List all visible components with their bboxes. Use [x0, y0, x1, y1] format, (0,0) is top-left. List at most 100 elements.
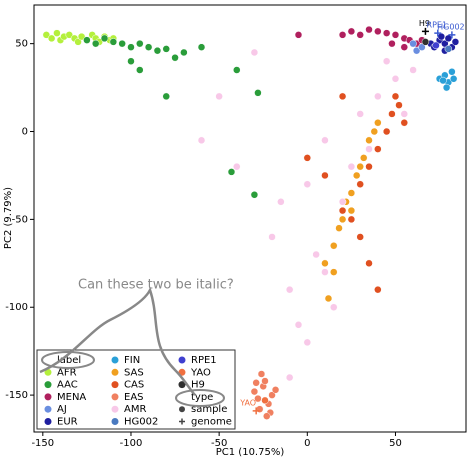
legend-label: H9: [191, 380, 205, 391]
point: [395, 101, 403, 109]
legend-swatch: [111, 418, 119, 425]
genome-label: HG002: [437, 22, 464, 31]
point: [347, 27, 356, 36]
point: [391, 75, 400, 83]
point: [388, 39, 396, 48]
point: [153, 46, 162, 55]
point: [382, 127, 391, 136]
point: [338, 92, 347, 101]
point: [321, 259, 329, 268]
point: [263, 412, 271, 420]
point: [409, 39, 417, 48]
point: [47, 34, 56, 43]
point: [312, 250, 320, 259]
point: [418, 43, 426, 51]
point: [347, 162, 356, 171]
point: [356, 162, 364, 171]
point: [374, 145, 382, 153]
point: [400, 110, 409, 118]
point: [162, 45, 170, 53]
point: [261, 396, 269, 405]
point: [77, 32, 86, 41]
point: [321, 171, 329, 180]
point: [442, 83, 451, 92]
point: [294, 321, 303, 329]
plot-frame: [33, 4, 467, 433]
point: [356, 110, 364, 118]
point: [324, 294, 333, 303]
point: [233, 162, 241, 171]
y-tick-label: -100: [5, 302, 28, 313]
point: [391, 31, 400, 39]
point: [444, 45, 453, 53]
legend-swatch: [179, 406, 185, 413]
point: [391, 92, 400, 101]
legend-swatch: [111, 405, 119, 413]
x-tick-label: -100: [120, 438, 143, 449]
legend-swatch: [44, 393, 52, 401]
point: [439, 76, 447, 85]
point: [444, 34, 453, 43]
point: [252, 379, 260, 387]
point: [91, 39, 100, 48]
genome-marker: [434, 29, 442, 37]
point: [365, 136, 373, 145]
point: [338, 206, 347, 215]
point: [365, 259, 373, 268]
point: [347, 189, 356, 197]
point: [321, 268, 329, 276]
genome-label: RPE1: [427, 21, 448, 30]
legend-swatch: [178, 356, 186, 364]
legend-label: YAO: [190, 367, 211, 378]
point: [250, 387, 259, 396]
point: [42, 31, 51, 39]
point: [330, 241, 338, 250]
legend-label: MENA: [57, 392, 86, 403]
point: [437, 32, 446, 41]
legend-swatch: [111, 368, 119, 376]
genome-label: H9: [419, 19, 430, 28]
point: [347, 206, 356, 215]
point: [250, 191, 259, 199]
point: [250, 48, 259, 57]
point: [303, 180, 312, 188]
point: [365, 25, 373, 34]
point: [118, 39, 126, 48]
point: [421, 38, 430, 46]
point: [127, 57, 135, 65]
point: [432, 41, 440, 50]
legend-swatch: [44, 418, 52, 425]
point: [136, 39, 144, 48]
legend-label: AFR: [57, 367, 77, 378]
genome-label: YAO: [239, 398, 256, 407]
genome-marker: [421, 27, 429, 35]
annotation-circle: [41, 351, 95, 369]
point: [321, 136, 329, 145]
point: [294, 31, 303, 39]
point: [356, 180, 364, 188]
genome-marker: [448, 31, 456, 39]
point: [277, 198, 285, 206]
point: [257, 370, 266, 378]
point: [197, 136, 206, 145]
point: [53, 29, 61, 37]
point: [449, 75, 458, 83]
point: [335, 224, 343, 232]
point: [268, 233, 276, 241]
genome-marker: [252, 407, 260, 415]
point: [388, 110, 396, 118]
x-tick-label: 0: [304, 438, 310, 449]
point: [285, 285, 294, 294]
point: [382, 57, 391, 65]
point: [374, 92, 382, 101]
point: [268, 391, 276, 399]
point: [356, 31, 364, 39]
legend-label: sample: [191, 404, 227, 415]
legend-title: label: [57, 355, 81, 366]
point: [180, 48, 188, 57]
x-tick-label: -50: [211, 438, 227, 449]
x-tick-label: 50: [389, 438, 402, 449]
legend-label: AMR: [124, 404, 146, 415]
